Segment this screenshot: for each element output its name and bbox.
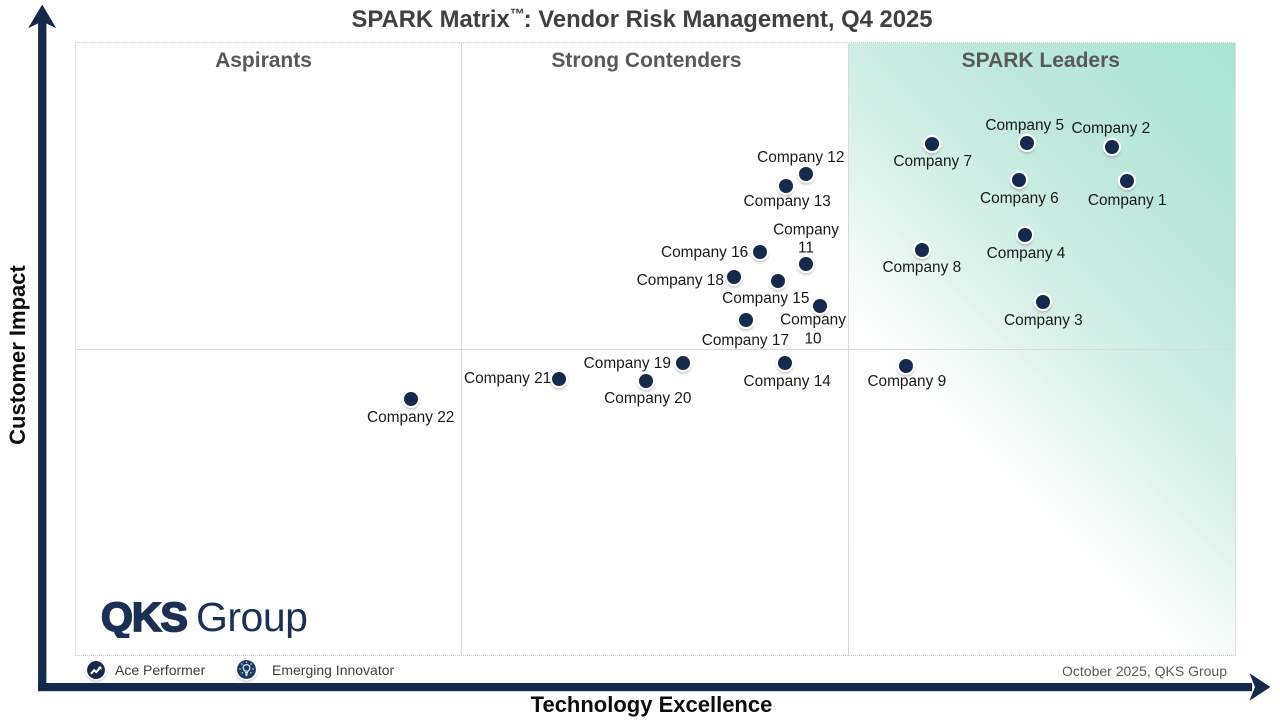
svg-text:Group: Group [196,594,307,638]
svg-text:QKS: QKS [101,594,187,638]
